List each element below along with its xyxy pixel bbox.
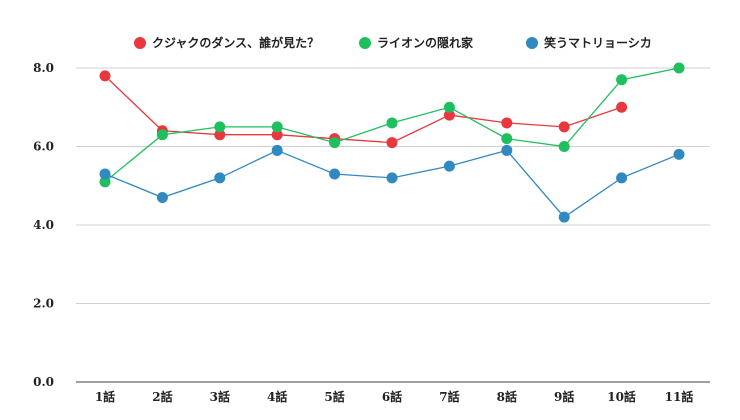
data-point <box>501 144 513 156</box>
legend: クジャクのダンス、誰が見た？ ライオンの隠れ家 笑うマトリョーシカ <box>134 35 652 50</box>
data-point <box>616 74 628 86</box>
data-point <box>501 133 513 145</box>
x-tick-label: 1話 <box>95 389 115 404</box>
x-tick-label: 4話 <box>267 389 287 404</box>
legend-item: ライオンの隠れ家 <box>359 35 474 50</box>
series-line <box>104 149 680 219</box>
data-point <box>558 141 570 152</box>
data-point <box>99 70 111 82</box>
x-tick-label: 6話 <box>382 389 402 404</box>
data-point <box>386 137 398 149</box>
data-point <box>558 211 570 223</box>
series-group <box>99 70 628 149</box>
legend-marker <box>134 37 146 49</box>
y-tick-label: 8.0 <box>33 61 54 75</box>
data-point <box>386 172 398 184</box>
x-tick-label: 5話 <box>324 389 344 404</box>
data-point <box>443 160 455 172</box>
data-point <box>558 121 570 133</box>
x-tick-label: 10話 <box>607 389 636 404</box>
legend-label: クジャクのダンス、誰が見た？ <box>152 35 319 50</box>
legend-marker <box>526 37 538 49</box>
series-group <box>99 144 685 223</box>
data-point <box>271 121 283 133</box>
y-tick-label: 0.0 <box>33 375 54 389</box>
x-tick-label: 3話 <box>210 389 230 404</box>
grid <box>76 67 710 383</box>
y-tick-label: 2.0 <box>33 297 54 311</box>
legend-item: 笑うマトリョーシカ <box>526 35 652 50</box>
data-point <box>616 101 628 113</box>
data-point <box>501 117 513 129</box>
legend-marker <box>359 37 371 49</box>
legend-label: ライオンの隠れ家 <box>377 35 474 50</box>
x-tick-label: 11話 <box>665 389 694 404</box>
series <box>99 62 685 223</box>
x-tick-label: 7話 <box>439 389 459 404</box>
x-tick-label: 9話 <box>554 389 574 404</box>
legend-label: 笑うマトリョーシカ <box>544 35 652 50</box>
data-point <box>214 121 226 133</box>
y-tick-label: 6.0 <box>33 140 54 154</box>
data-point <box>386 117 398 129</box>
data-point <box>156 129 168 141</box>
series-group <box>99 62 685 188</box>
data-point <box>99 176 111 188</box>
data-point <box>271 129 283 141</box>
x-tick-label: 8話 <box>497 389 517 404</box>
legend-item: クジャクのダンス、誰が見た？ <box>134 35 319 50</box>
data-point <box>329 168 341 180</box>
series-line <box>104 75 622 144</box>
data-point <box>329 137 341 149</box>
y-tick-label: 4.0 <box>33 218 54 232</box>
data-point <box>156 192 168 204</box>
data-point <box>99 168 111 180</box>
data-point <box>673 148 685 160</box>
data-point <box>443 101 455 113</box>
data-point <box>214 172 226 184</box>
data-point <box>673 62 685 74</box>
data-point <box>271 144 283 156</box>
x-tick-label: 2話 <box>152 389 172 404</box>
data-point <box>443 109 455 121</box>
data-point <box>214 129 226 141</box>
data-point <box>616 172 628 184</box>
axes: 0.0 2.0 4.0 6.0 8.0 1話 2話 3話 4話 5話 6話 7話 8話 9話 10話 11話 <box>33 61 693 404</box>
